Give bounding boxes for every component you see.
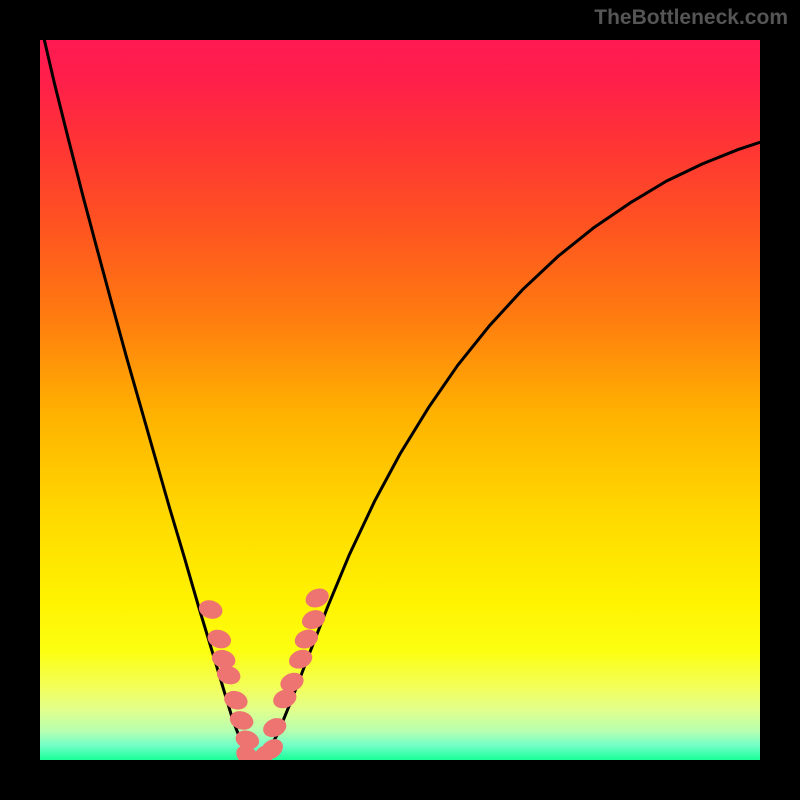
plot-area — [40, 40, 760, 760]
gradient-background — [40, 40, 760, 760]
figure-root: TheBottleneck.com — [0, 0, 800, 800]
watermark-text: TheBottleneck.com — [594, 6, 788, 30]
plot-svg — [40, 40, 760, 760]
